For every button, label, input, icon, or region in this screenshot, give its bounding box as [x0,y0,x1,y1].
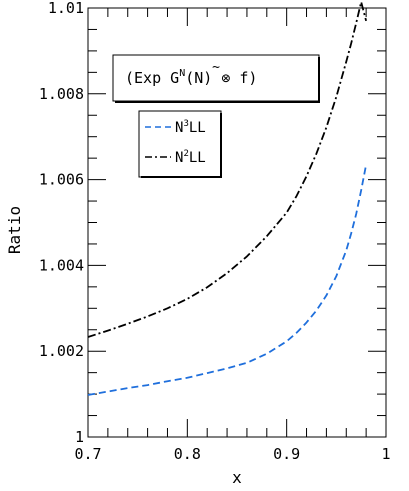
y-axis-label: Ratio [5,206,24,254]
legend-label-n3ll: N3LL [175,119,206,136]
series-line-n2ll [87,1,368,338]
x-tick-label: 0.9 [273,445,300,463]
legend: N3LL N2LL [138,110,222,178]
title-suffix: ) ⊗ f) [203,69,257,87]
series-line-n3ll [87,164,368,396]
x-axis-label: x [232,468,242,487]
x-axis-tick-labels: 0.7 0.8 0.9 1 [74,445,390,463]
tilde-icon: ~ [212,60,220,75]
y-tick-label: 1.002 [39,342,84,360]
x-tick-label: 0.8 [174,445,201,463]
series-lines [87,1,368,396]
y-tick-label: 1 [75,428,84,446]
x-axis-ticks [87,8,387,437]
title-tilde-letter: N [194,69,203,87]
y-tick-label: 1.01 [48,0,84,17]
y-axis-tick-labels: 1 1.002 1.004 1.006 1.008 1.01 [39,0,84,446]
title-superscript: N [179,68,185,79]
x-tick-label: 0.7 [74,445,101,463]
y-tick-label: 1.006 [39,171,84,189]
title-text: (Exp GN(N) ⊗ f) [125,68,257,87]
y-tick-label: 1.008 [39,85,84,103]
x-tick-label: 1 [381,445,390,463]
legend-label-n2ll: N2LL [175,149,206,166]
title-prefix: (Exp G [125,69,179,87]
title-middle: ( [185,69,194,87]
title-box: (Exp GN(N) ⊗ f) ~ [112,54,320,103]
y-tick-label: 1.004 [39,256,84,274]
